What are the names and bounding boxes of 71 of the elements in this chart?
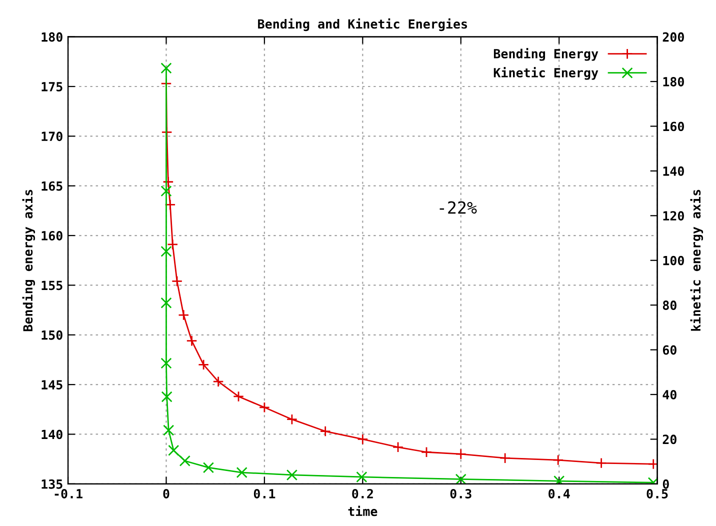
- y-tick-label: 145: [42, 380, 62, 390]
- y2-tick-label: 160: [663, 122, 684, 132]
- point: [198, 359, 210, 370]
- y-tick-label: 165: [42, 181, 62, 191]
- y2-tick-label: 80: [662, 300, 676, 310]
- y-axis-title: Bending energy axis: [22, 190, 36, 332]
- point: [320, 426, 331, 437]
- point: [161, 126, 172, 138]
- x-tick-label: 0.3: [450, 489, 472, 498]
- x-tick-label: 0: [163, 489, 170, 498]
- y2-tick-label: 0: [662, 479, 669, 489]
- legend-label: Bending Energy: [494, 48, 598, 61]
- y2-tick-label: 60: [662, 345, 676, 355]
- y-tick-label: 175: [42, 82, 62, 92]
- legend-label: Kinetic Energy: [494, 67, 598, 80]
- annotation: -22%: [440, 201, 477, 214]
- y2-tick-label: 140: [663, 166, 684, 176]
- x-tick-label: 0.2: [352, 489, 373, 498]
- point: [171, 276, 183, 287]
- point: [392, 442, 404, 453]
- point: [178, 309, 190, 321]
- point: [455, 448, 466, 460]
- point: [160, 186, 172, 197]
- point: [357, 434, 368, 445]
- y-tick-label: 155: [42, 280, 62, 290]
- point: [161, 391, 172, 402]
- point: [202, 462, 214, 474]
- y-tick-label: 150: [42, 330, 62, 340]
- chart-title: Bending and Kinetic Energies: [258, 18, 467, 32]
- y2-tick-label: 40: [662, 390, 676, 400]
- point: [286, 414, 298, 425]
- point: [160, 62, 172, 74]
- point: [160, 297, 172, 308]
- point: [232, 390, 244, 402]
- y2-tick-label: 20: [662, 434, 676, 444]
- x-tick-label: 0.4: [548, 489, 570, 498]
- y2-tick-label: 120: [663, 211, 684, 221]
- y-tick-label: 160: [42, 231, 62, 240]
- point: [160, 358, 172, 369]
- point: [212, 376, 224, 388]
- y2-tick-label: 200: [662, 32, 684, 42]
- point: [164, 199, 176, 210]
- point: [186, 335, 198, 346]
- point: [167, 238, 178, 250]
- y2-tick-label: 180: [663, 77, 684, 86]
- x-tick-label: -0.1: [54, 489, 82, 498]
- y2-axis-title: kinetic energy axis: [690, 190, 704, 331]
- point: [356, 471, 368, 483]
- x-tick-label: 0.5: [646, 489, 668, 498]
- point: [168, 444, 180, 456]
- point: [258, 402, 270, 413]
- point: [596, 458, 607, 469]
- y2-tick-label: 100: [663, 256, 684, 266]
- point: [455, 474, 466, 484]
- point: [648, 458, 658, 470]
- point: [554, 475, 565, 484]
- point: [163, 424, 174, 436]
- point: [160, 246, 172, 257]
- point: [420, 446, 432, 458]
- point: [162, 176, 174, 188]
- y-tick-label: 140: [42, 430, 62, 440]
- x-tick-label: 0.1: [254, 489, 276, 498]
- point: [179, 455, 190, 466]
- y-tick-label: 135: [42, 479, 62, 489]
- y-tick-label: 170: [42, 132, 62, 142]
- point: [500, 452, 511, 464]
- point: [286, 469, 298, 481]
- point: [552, 454, 564, 466]
- x-axis-title: time: [348, 506, 378, 516]
- y-tick-label: 180: [42, 32, 62, 42]
- point: [236, 466, 248, 478]
